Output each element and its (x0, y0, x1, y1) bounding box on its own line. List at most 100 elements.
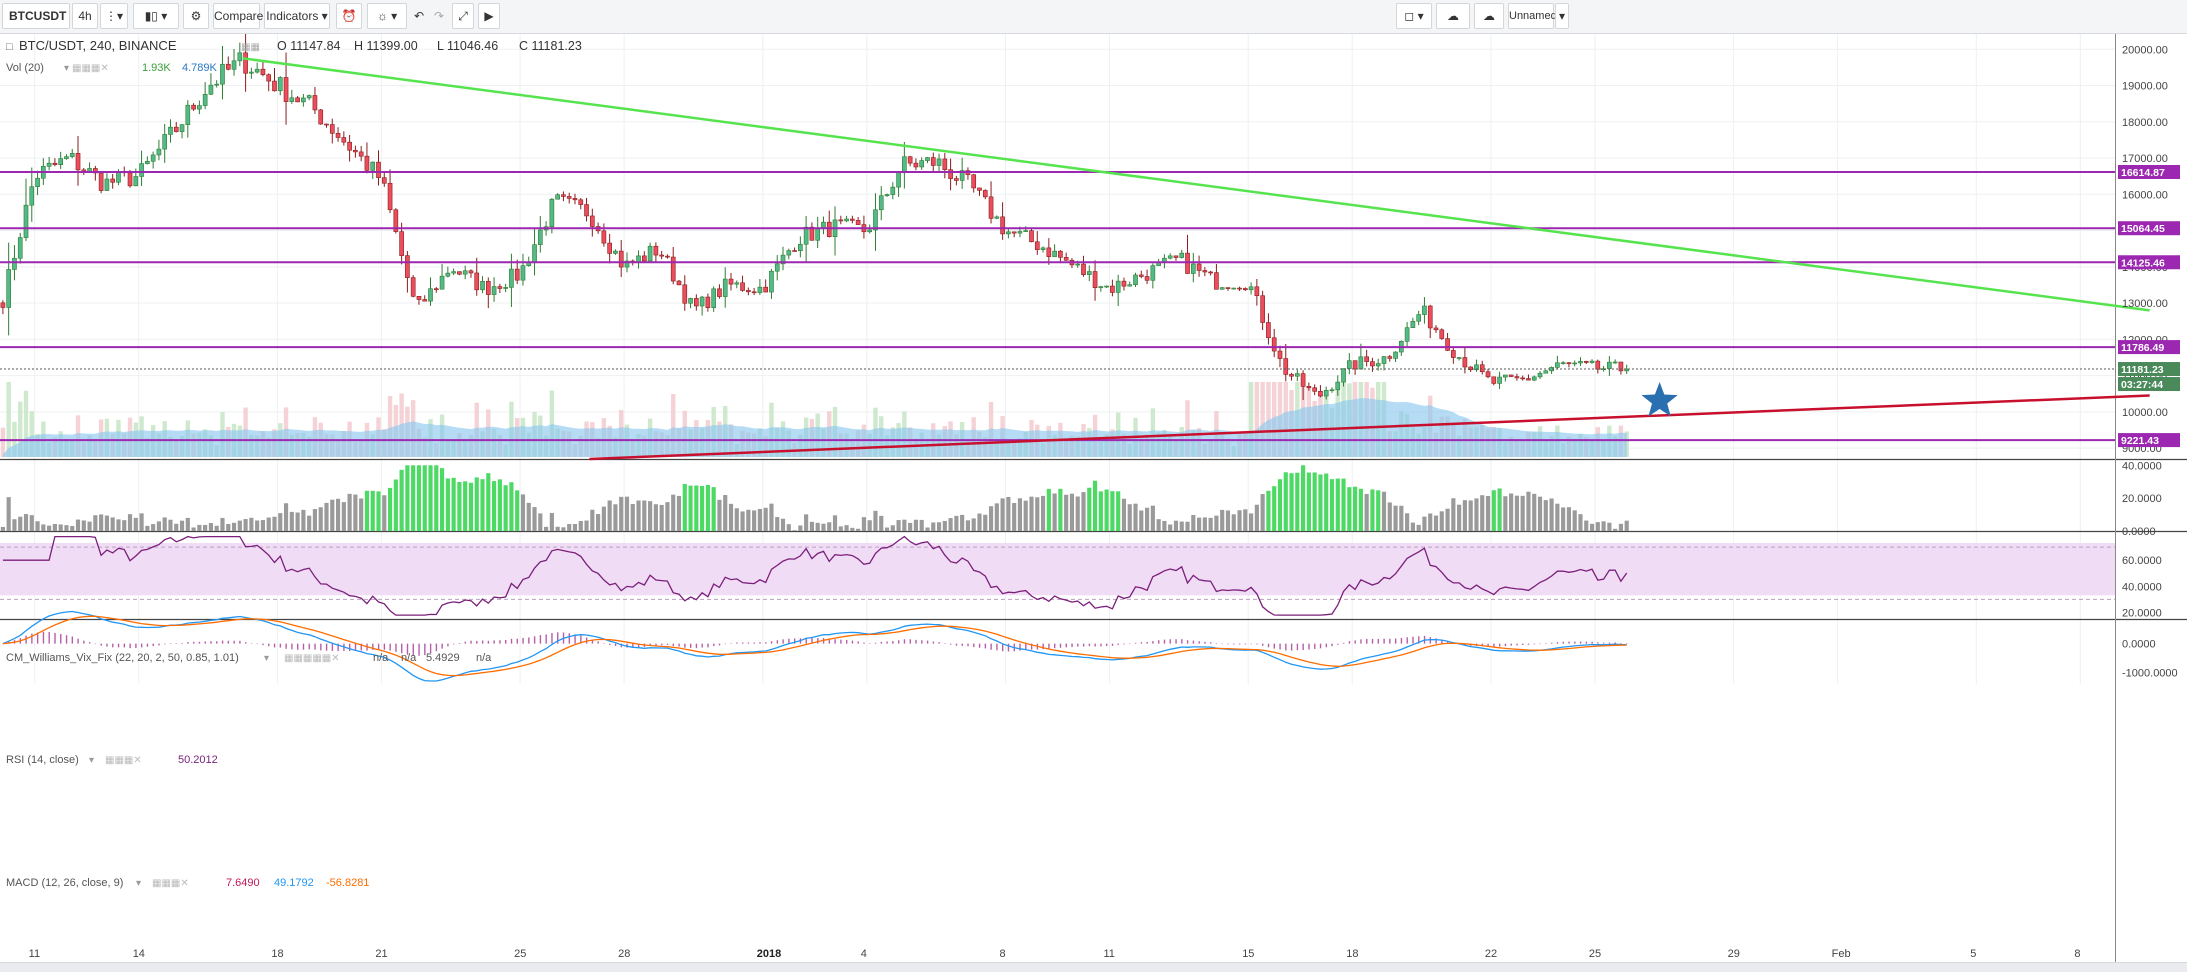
compare-button[interactable]: Compare (213, 3, 263, 29)
candle-body (694, 298, 699, 307)
rsi-dropdown-icon[interactable]: ▾ (89, 755, 94, 766)
candle-body (1283, 358, 1289, 375)
candle-body (87, 168, 92, 172)
save-layout-button[interactable]: ☁ (1474, 3, 1504, 29)
candle-body (35, 177, 40, 187)
macd-histogram-bar (557, 632, 559, 644)
volume-dropdown-icon[interactable]: ▾ (64, 63, 69, 74)
macd-histogram-bar (1377, 638, 1380, 644)
vix-bar (780, 518, 786, 531)
macd-histogram-bar (1481, 643, 1484, 647)
undo-button[interactable]: ↶ (409, 3, 429, 29)
candle-body (1358, 356, 1364, 370)
vix-bar (41, 524, 46, 531)
candle-body (104, 178, 110, 191)
candle-body (497, 286, 503, 289)
macd-histogram-bar (1059, 643, 1062, 648)
chart-style-button[interactable]: ▮▯ ▾ (133, 3, 179, 29)
macd-histogram-bar (135, 643, 137, 649)
macd-histogram-bar (1383, 638, 1385, 644)
lightbulb-icon: ☼ ▾ (376, 9, 398, 23)
layout-name-button[interactable]: Unnamed (1508, 3, 1557, 29)
vix-bar (52, 523, 57, 531)
candle-body (1289, 374, 1294, 377)
vix-bar (1266, 490, 1271, 531)
vix-bar (457, 481, 462, 531)
replay-button[interactable]: ▶ (478, 3, 500, 29)
drawings[interactable] (0, 57, 2150, 461)
indicators-button[interactable]: Indicators ▾ (264, 3, 330, 29)
alert-button[interactable]: ⏰ (336, 3, 362, 29)
volume-bar (549, 390, 555, 457)
candle-body (485, 281, 491, 295)
vix-bar (295, 512, 300, 531)
macd-histogram-bar (788, 638, 790, 644)
candle-body (942, 158, 948, 170)
vix-bar (1543, 500, 1548, 531)
legend-actions-icon[interactable]: ▦▦▦✕ (152, 878, 189, 889)
candle-body (422, 299, 428, 302)
vix-bar (1584, 520, 1589, 531)
legend-actions-icon[interactable]: ▦▦▦▦▦✕ (284, 653, 340, 664)
vix-bar (214, 525, 219, 531)
vix-bar (387, 487, 393, 531)
fullscreen-button[interactable]: ⤢ (452, 3, 474, 29)
candle-body (1456, 357, 1462, 359)
macd-histogram-bar (325, 643, 328, 651)
vix-bar (1306, 472, 1311, 531)
macd-histogram-bar (1516, 643, 1518, 646)
macd-histogram-bar (221, 640, 224, 644)
vix-bar (376, 491, 381, 531)
chart-canvas[interactable]: 20000.00 19000.00 18000.00 17000.00 16000.00… (0, 32, 2187, 971)
legend-actions-icon[interactable]: ▦▦▦✕ (72, 63, 109, 74)
macd-histogram-bar (227, 640, 230, 644)
candle-body (162, 134, 168, 150)
macd-dropdown-icon[interactable]: ▾ (136, 878, 141, 889)
candle-body (1462, 357, 1468, 368)
level-tag: 11786.49 (2121, 342, 2164, 354)
vix-bar (272, 516, 277, 531)
vix-bar (549, 513, 554, 531)
vix-bar (1023, 500, 1028, 531)
vix-bar (283, 503, 289, 531)
macd-histogram-bar (961, 643, 963, 646)
legend-actions-icon[interactable]: ▦▦ (241, 42, 260, 53)
vix-bar (1439, 511, 1444, 531)
vix-bar (133, 517, 138, 531)
candle-body (266, 74, 272, 82)
interval-dropdown-button[interactable]: ⋮▾ (100, 3, 128, 29)
candle-body (907, 156, 913, 164)
candle-body (977, 187, 982, 191)
layout-menu-button[interactable]: ▾ (1555, 3, 1569, 29)
macd-histogram-bar (216, 641, 218, 644)
price-axis-label: 16000.00 (2122, 189, 2168, 201)
candle-body (1086, 271, 1092, 275)
vix-bar (1474, 498, 1479, 531)
macd-histogram-bar (1002, 643, 1004, 652)
candle-body (1318, 390, 1323, 397)
vix-bar (948, 518, 953, 531)
vix-bar (93, 515, 98, 531)
candle-body (318, 109, 324, 125)
chart-area[interactable]: 20000.00 19000.00 18000.00 17000.00 16000.00… (0, 32, 2187, 971)
interval-button[interactable]: 4h (72, 3, 98, 29)
redo-button[interactable]: ↷ (429, 3, 449, 29)
time-axis-label: 22 (1485, 948, 1497, 960)
collapse-arrow-icon[interactable]: □ (6, 41, 13, 53)
macd-histogram-bar (320, 643, 322, 651)
load-layout-button[interactable]: ☁ (1436, 3, 1470, 29)
layout-button[interactable]: ◻ ▾ (1396, 3, 1432, 29)
settings-button[interactable]: ⚙ (183, 3, 209, 29)
legend-actions-icon[interactable]: ▦▦▦✕ (105, 755, 142, 766)
macd-histogram-bar (1267, 643, 1270, 648)
vix-bar (902, 519, 907, 531)
macd-histogram-bar (1487, 643, 1489, 647)
candle-body (491, 286, 497, 295)
candle-body (826, 221, 832, 237)
ideas-button[interactable]: ☼ ▾ (367, 3, 407, 29)
vix-bar (734, 508, 739, 531)
vix-dropdown-icon[interactable]: ▾ (264, 653, 269, 664)
symbol-search-input[interactable]: BTCUSDT (2, 3, 70, 29)
macd-histogram-bar (48, 631, 50, 644)
candle-body (1422, 305, 1427, 315)
